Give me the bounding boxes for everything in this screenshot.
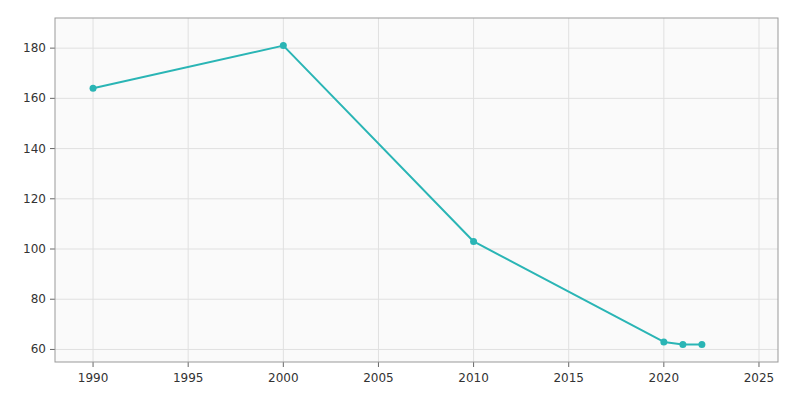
y-tick bbox=[50, 98, 55, 99]
axes: 1990 1995 2000 2005 2010 2015 2020 2025 60 80 100 1… bbox=[23, 41, 774, 385]
y-grid-line bbox=[55, 48, 778, 49]
x-tick bbox=[568, 362, 569, 367]
line bbox=[93, 46, 702, 345]
x-grid-line bbox=[663, 18, 664, 362]
x-tick-label: 2000 bbox=[268, 371, 299, 385]
x-tick-label: 2020 bbox=[649, 371, 680, 385]
point bbox=[90, 85, 97, 92]
x-tick bbox=[758, 362, 759, 367]
y-grid-line bbox=[55, 349, 778, 350]
series bbox=[90, 42, 706, 348]
y-grid-line bbox=[55, 299, 778, 300]
y-tick-label: 100 bbox=[23, 242, 46, 256]
point bbox=[679, 341, 686, 348]
x-grid-line bbox=[188, 18, 189, 362]
plot-frame bbox=[55, 18, 778, 362]
y-tick bbox=[50, 249, 55, 250]
x-grid-line bbox=[283, 18, 284, 362]
point bbox=[698, 341, 705, 348]
x-tick bbox=[663, 362, 664, 367]
y-grid-line bbox=[55, 249, 778, 250]
y-tick-label: 120 bbox=[23, 192, 46, 206]
x-tick bbox=[93, 362, 94, 367]
point bbox=[470, 238, 477, 245]
x-grid-line bbox=[378, 18, 379, 362]
x-tick-label: 2005 bbox=[363, 371, 394, 385]
y-tick-label: 60 bbox=[31, 342, 46, 356]
x-grid-line bbox=[568, 18, 569, 362]
x-tick bbox=[378, 362, 379, 367]
x-tick-label: 1995 bbox=[173, 371, 204, 385]
y-tick bbox=[50, 349, 55, 350]
x-grid-line bbox=[93, 18, 94, 362]
x-grid-line bbox=[473, 18, 474, 362]
chart: 1990 1995 2000 2005 2010 2015 2020 2025 60 80 100 1… bbox=[0, 0, 800, 400]
y-grid-line bbox=[55, 198, 778, 199]
y-grid-line bbox=[55, 98, 778, 99]
x-tick bbox=[283, 362, 284, 367]
y-tick bbox=[50, 148, 55, 149]
y-tick bbox=[50, 48, 55, 49]
y-tick bbox=[50, 299, 55, 300]
y-tick bbox=[50, 198, 55, 199]
grid bbox=[55, 18, 778, 362]
plot-background bbox=[55, 18, 778, 362]
x-tick-label: 2025 bbox=[744, 371, 775, 385]
chart-container: 1990 1995 2000 2005 2010 2015 2020 2025 60 80 100 1… bbox=[0, 0, 800, 400]
x-tick-label: 2010 bbox=[458, 371, 489, 385]
y-tick-label: 80 bbox=[31, 292, 46, 306]
x-tick-label: 1990 bbox=[78, 371, 109, 385]
x-tick-label: 2015 bbox=[553, 371, 584, 385]
x-tick bbox=[473, 362, 474, 367]
x-grid-line bbox=[758, 18, 759, 362]
point bbox=[660, 338, 667, 345]
y-grid-line bbox=[55, 148, 778, 149]
point bbox=[280, 42, 287, 49]
y-tick-label: 140 bbox=[23, 142, 46, 156]
y-tick-label: 180 bbox=[23, 41, 46, 55]
x-tick bbox=[188, 362, 189, 367]
y-tick-label: 160 bbox=[23, 91, 46, 105]
